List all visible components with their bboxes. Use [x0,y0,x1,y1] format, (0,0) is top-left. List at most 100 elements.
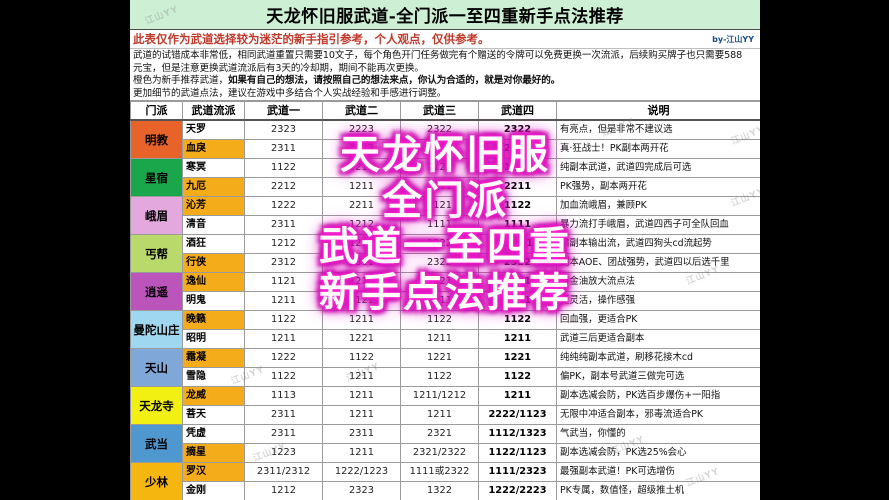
sect-name-cell: 逍遥 [130,272,183,312]
flow-name-cell: 菩天 [182,405,245,426]
martial-tier-3-cell: 2321 [400,424,479,445]
martial-tier-3-cell: 1111 [400,215,479,236]
martial-tier-3-cell: 1221 [400,272,479,293]
martial-tier-3-cell: 1211 [400,329,479,350]
martial-tier-1-cell: 2311 [244,139,323,160]
flow-name-cell: 酒狂 [182,234,245,255]
table-row: 雪隐 1122 1211 1122 1122 偏PK，副本号武道三做完可选 [131,367,760,388]
attribution-text: by-江山YY [712,35,754,44]
description-cell: 副本AOE、团战强势，武道四以后选千里 [556,253,760,274]
table-row: 昭明 1211 1221 1211 1211 武道三后更适合副本 [131,329,760,350]
description-cell: 副本选减会防，PK选25%会心 [556,443,760,464]
martial-tier-1-cell: 2311 [244,405,323,426]
martial-tier-2-cell: 1212 [322,158,401,179]
flow-name-cell: 天罗 [182,119,245,141]
flow-name-cell: 明鬼 [182,291,245,312]
table-row: 行侠 2312 2311 2322 2322 副本AOE、团战强势，武道四以后选千里 [131,253,760,274]
flow-name-cell: 雪隐 [182,367,245,388]
left-letterbox-bar [0,0,130,500]
martial-tier-4-cell: 1122 [478,310,557,331]
description-cell: 暴力流打手峨眉，武道四西子可全队回血 [556,215,760,236]
martial-tier-4-cell: 1222/2223 [478,481,557,500]
description-cell: 偏PK，副本号武道三做完可选 [556,367,760,388]
martial-tier-2-cell: 1211 [322,234,401,255]
sect-name-cell: 武当 [130,424,183,464]
flow-name-cell: 血戾 [182,139,245,160]
flow-name-cell: 凭虚 [182,424,245,445]
martial-tier-3-cell: 2322 [400,119,479,141]
intro-line-2: 元宝，但是注意更换武道流派后有3天的冷却期，期间不能再次更换。 [133,62,424,74]
page-title: 天龙怀旧服武道-全门派一至四重新手点法推荐 [266,7,624,27]
martial-tier-3-cell: 1221 [400,348,479,369]
title-banner: 江山YY 天龙怀旧服武道-全门派一至四重新手点法推荐 [130,0,760,30]
martial-tier-2-cell: 1122 [322,348,401,369]
intro-line-4: 更加细节的武道点法，建议在游戏中多结合个人实战经验和手感进行调整。 [133,87,447,99]
table-row: 金刚 1212 2323 1322 1222/2223 PK专属，数值怪，超级推土机 [131,481,760,500]
flow-name-cell: 沁芳 [182,196,245,217]
martial-tier-1-cell: 1212 [244,234,323,255]
martial-tier-4-cell: 2322 [478,119,557,141]
flow-name-cell: 罗汉 [182,462,245,483]
intro-line-1: 武道的试错成本非常低，相同武道重置只需要10文子，每个角色开门任务做完有个赠送的… [133,50,743,61]
sect-name-cell: 丐帮 [130,234,183,274]
martial-tier-2-cell: 1211 [322,310,401,331]
martial-tier-4-cell: 1122 [478,367,557,388]
flow-name-cell: 逸仙 [182,272,245,293]
description-cell: 更灵活，操作感强 [556,291,760,312]
martial-tier-1-cell: 1222 [244,348,323,369]
intro-line-3: 橙色为新手推荐武道，如果有自己的想法，请按照自己的想法来点，你认为合适的，就是对… [133,75,757,88]
description-cell: PK强势，副本两开花 [556,177,760,198]
martial-tier-4-cell: 1121 [478,291,557,312]
martial-tier-2-cell: 2311 [322,253,401,274]
martial-tier-3-cell: 1122 [400,158,479,179]
table-body: 明教 天罗 2323 2223 2322 2322 有亮点，但是非常不建议选 血戾 2311 12… [130,119,760,500]
martial-tier-2-cell: 2311 [322,424,401,445]
martial-tier-4-cell: 1222/1123 [478,234,557,255]
flow-name-cell: 龙威 [182,386,245,407]
martial-tier-1-cell: 1122 [244,310,323,331]
description-cell: 副本选减会防，PK选百步爆伤+一阳指 [556,386,760,407]
martial-path-table: 门派 武道流派 武道一 武道二 武道三 武道四 说明 明教 天罗 2323 2223 2322 232… [130,101,760,500]
martial-tier-3-cell: 1222 [400,234,479,255]
martial-tier-2-cell: 1121 [322,291,401,312]
martial-tier-4-cell: 1111/2323 [478,462,557,483]
column-header-1: 武道流派 [182,101,245,122]
column-header-4: 武道三 [400,101,479,122]
table-row: 菩天 2311 1211 1211 2222/1123 无限中冲适合副本，邪毒流适合PK [131,405,760,426]
table-row: 摘星 1223 1211 2321/2322 1122/1123 副本选减会防，PK选25… [131,443,760,464]
table-row: 血戾 2311 1223 2311 2223 真·狂战士！PK副本两开花 [131,139,760,160]
sect-name-cell: 曼陀山庄 [130,310,183,350]
flow-name-cell: 清音 [182,215,245,236]
martial-tier-3-cell: 1211 [400,291,479,312]
table-row: 天龙寺 龙威 1113 1211 1211/1212 1211 副本选减会防，PK选百步爆伤… [130,386,760,426]
flow-name-cell: 九厄 [182,177,245,198]
martial-tier-1-cell: 1122 [244,367,323,388]
table-row: 武当 凭虚 2311 2311 2321 1112/1323 气武当，你懂的 [130,424,760,464]
notice-text: 此表仅作为武道选择较为迷茫的新手指引参考，个人观点，仅供参考。 [133,32,490,46]
flow-name-cell: 霜凝 [182,348,245,369]
martial-tier-4-cell: 1211 [478,329,557,350]
martial-tier-1-cell: 1211 [244,329,323,350]
intro-block: 武道的试错成本非常低，相同武道重置只需要10文子，每个角色开门任务做完有个赠送的… [130,49,760,102]
martial-tier-2-cell: 2211 [322,196,401,217]
table-row: 曼陀山庄 晚籁 1122 1211 1122 1122 回血强，更适合PK [130,310,760,350]
description-cell: 真·狂战士！PK副本两开花 [556,139,760,160]
martial-tier-1-cell: 2311 [244,215,323,236]
martial-tier-2-cell: 1212 [322,215,401,236]
martial-tier-2-cell: 2223 [322,119,401,141]
martial-tier-1-cell: 2312 [244,253,323,274]
martial-tier-4-cell: 1221 [478,348,557,369]
martial-tier-4-cell: 1211 [478,386,557,407]
martial-tier-2-cell: 1211 [322,443,401,464]
table-header-row: 门派 武道流派 武道一 武道二 武道三 武道四 说明 [130,101,760,122]
sect-name-cell: 天龙寺 [130,386,183,426]
table-row: 峨眉 沁芳 1222 2211 1121 1122 加血流峨眉，兼顾PK [130,196,760,236]
description-cell: 加血流峨眉，兼顾PK [556,196,760,217]
martial-tier-3-cell: 2211 [400,177,479,198]
martial-tier-1-cell: 2311 [244,424,323,445]
description-cell: 气武当，你懂的 [556,424,760,445]
martial-tier-3-cell: 1121 [400,196,479,217]
martial-tier-3-cell: 2311 [400,139,479,160]
notice-bar: 此表仅作为武道选择较为迷茫的新手指引参考，个人观点，仅供参考。 by-江山YY [130,30,760,49]
column-header-3: 武道二 [322,101,401,122]
